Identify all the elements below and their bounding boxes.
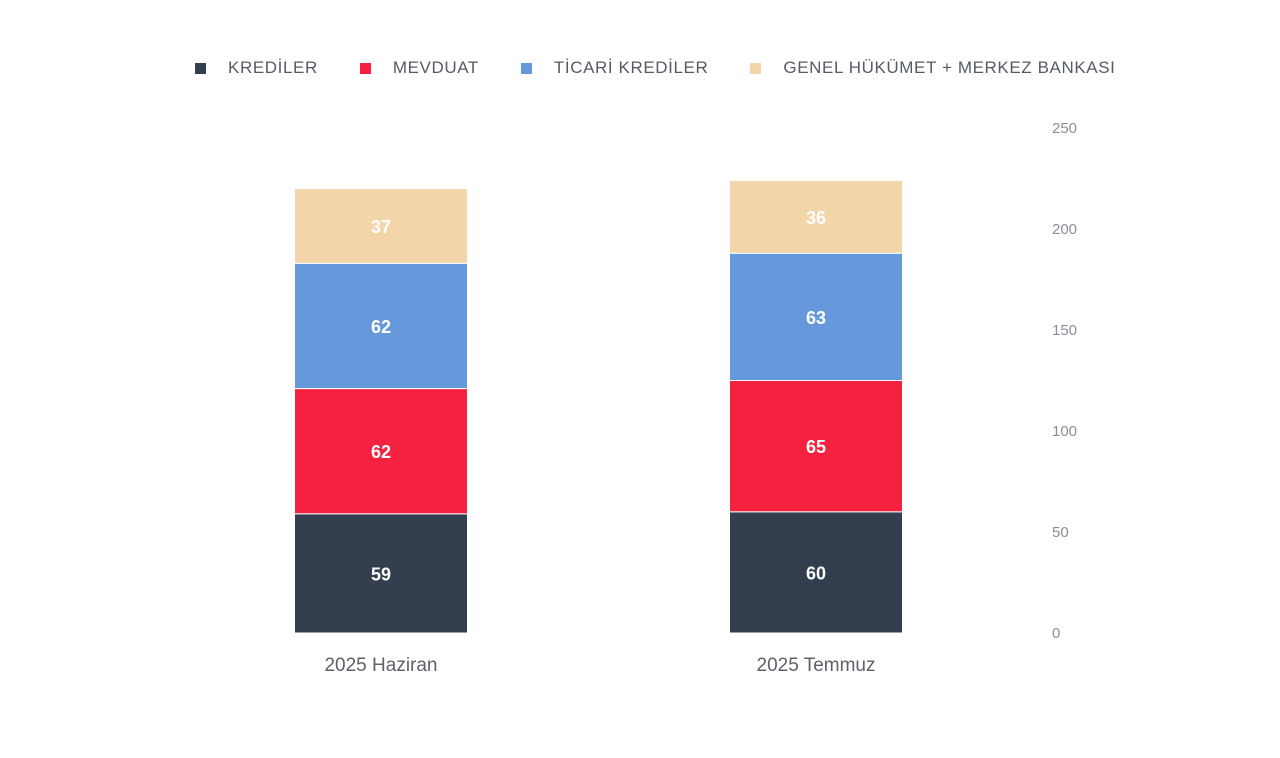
bar-segment (294, 513, 468, 634)
legend-item: GENEL HÜKÜMET + MERKEZ BANKASI (750, 58, 1115, 78)
legend-item: KREDİLER (195, 58, 318, 78)
bar-segment (294, 388, 468, 515)
bar-data-label: 59 (371, 564, 391, 584)
legend-swatch (520, 62, 532, 74)
bar-data-label: 63 (806, 308, 826, 328)
bar-segment (729, 380, 903, 513)
bar-data-label: 62 (371, 442, 391, 462)
bar-data-label: 62 (371, 317, 391, 337)
bar-segment (729, 511, 903, 634)
legend-item: TİCARİ KREDİLER (520, 58, 709, 78)
bar-segment (294, 262, 468, 390)
bar-data-label: 65 (806, 437, 826, 457)
bar-data-label: 60 (806, 563, 826, 583)
y-tick-label: 200 (1052, 221, 1077, 238)
y-tick-label: 150 (1052, 322, 1077, 339)
legend-label: KREDİLER (228, 58, 318, 77)
bar-segment (729, 180, 903, 254)
legend-label: GENEL HÜKÜMET + MERKEZ BANKASI (783, 58, 1116, 77)
y-tick-label: 100 (1052, 423, 1077, 440)
legend-item: MEVDUAT (359, 58, 479, 78)
x-category-label: 2025 Temmuz (757, 655, 876, 676)
legend-label: TİCARİ KREDİLER (553, 58, 709, 77)
chart-legend: KREDİLER MEVDUAT TİCARİ KREDİLER GENEL HÜKÜ… (195, 56, 1115, 80)
legend-swatch (195, 62, 206, 74)
bar-data-label: 36 (806, 208, 826, 228)
y-tick-label: 250 (1052, 120, 1077, 137)
x-category-label: 2025 Haziran (324, 655, 437, 676)
legend-swatch (359, 62, 371, 74)
bar-data-label: 37 (371, 217, 391, 237)
legend-label: MEVDUAT (392, 58, 479, 77)
legend-swatch (750, 62, 762, 74)
y-tick-label: 50 (1052, 524, 1069, 541)
bar-segment (294, 188, 468, 264)
y-tick-label: 0 (1052, 625, 1060, 642)
